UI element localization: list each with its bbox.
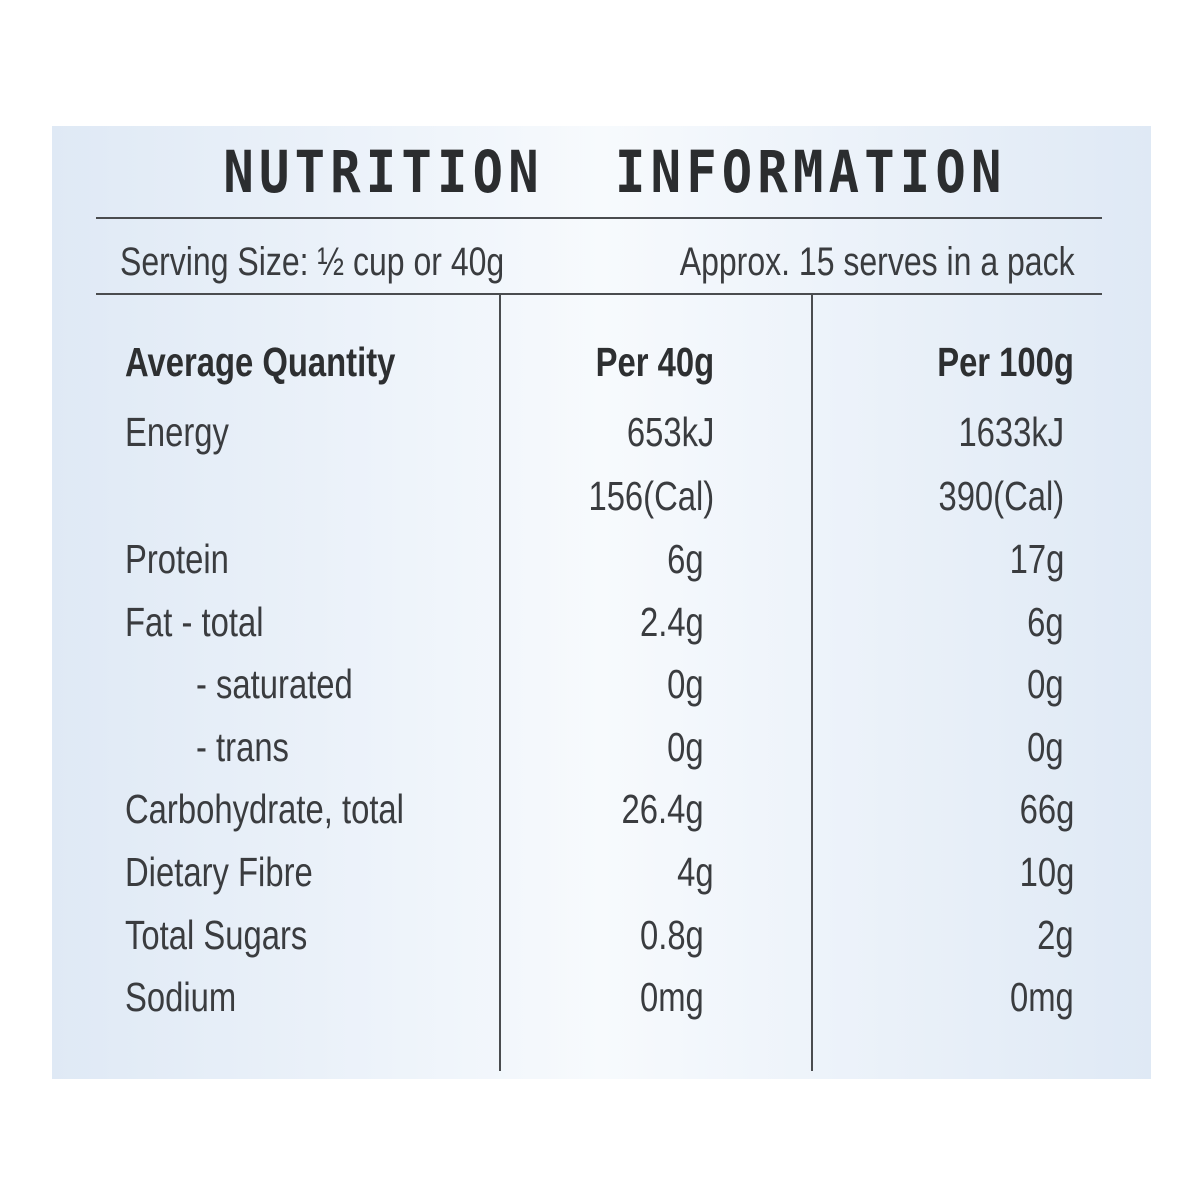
serves-per-pack: Approx. 15 serves in a pack (680, 240, 1075, 284)
row-per-100g: 6g (1027, 599, 1064, 645)
panel-title: NUTRITION INFORMATION (223, 138, 1007, 206)
row-per-serving: 2.4g (640, 599, 704, 645)
row-per-serving: 0.8g (640, 912, 704, 958)
title-divider (96, 217, 1102, 219)
row-per-serving: 6g (667, 536, 704, 582)
header-per-serving: Per 40g (595, 339, 714, 385)
row-label: Energy (125, 409, 229, 455)
serving-divider (96, 293, 1102, 295)
row-per-serving: 0g (667, 661, 704, 707)
row-label: - trans (196, 724, 289, 770)
row-per-100g: 17g (1009, 536, 1064, 582)
row-label: Sodium (125, 974, 237, 1020)
row-per-100g: 10g (1019, 849, 1074, 895)
row-per-100g: 66g (1019, 786, 1074, 832)
row-per-100g: 0g (1027, 724, 1064, 770)
row-label: Carbohydrate, total (125, 786, 404, 832)
header-per-100g: Per 100g (937, 339, 1074, 385)
row-per-100g: 2g (1037, 912, 1074, 958)
row-per-serving: 0g (667, 724, 704, 770)
row-per-100g: 390(Cal) (938, 473, 1064, 519)
header-average-quantity: Average Quantity (125, 339, 396, 385)
row-label: Protein (125, 536, 229, 582)
column-divider-1 (499, 295, 501, 1071)
row-label: Total Sugars (125, 912, 308, 958)
row-label: Fat - total (125, 599, 264, 645)
nutrition-panel (52, 126, 1151, 1079)
row-per-100g: 0mg (1010, 974, 1074, 1020)
row-per-serving: 26.4g (621, 786, 704, 832)
row-label: Dietary Fibre (125, 849, 313, 895)
row-per-serving: 4g (677, 849, 714, 895)
column-divider-2 (811, 295, 813, 1071)
row-per-100g: 1633kJ (958, 409, 1064, 455)
row-per-serving: 156(Cal) (588, 473, 714, 519)
row-label: - saturated (196, 661, 353, 707)
row-per-100g: 0g (1027, 661, 1064, 707)
row-per-serving: 0mg (640, 974, 704, 1020)
serving-size: Serving Size: ½ cup or 40g (120, 240, 505, 284)
row-per-serving: 653kJ (626, 409, 714, 455)
